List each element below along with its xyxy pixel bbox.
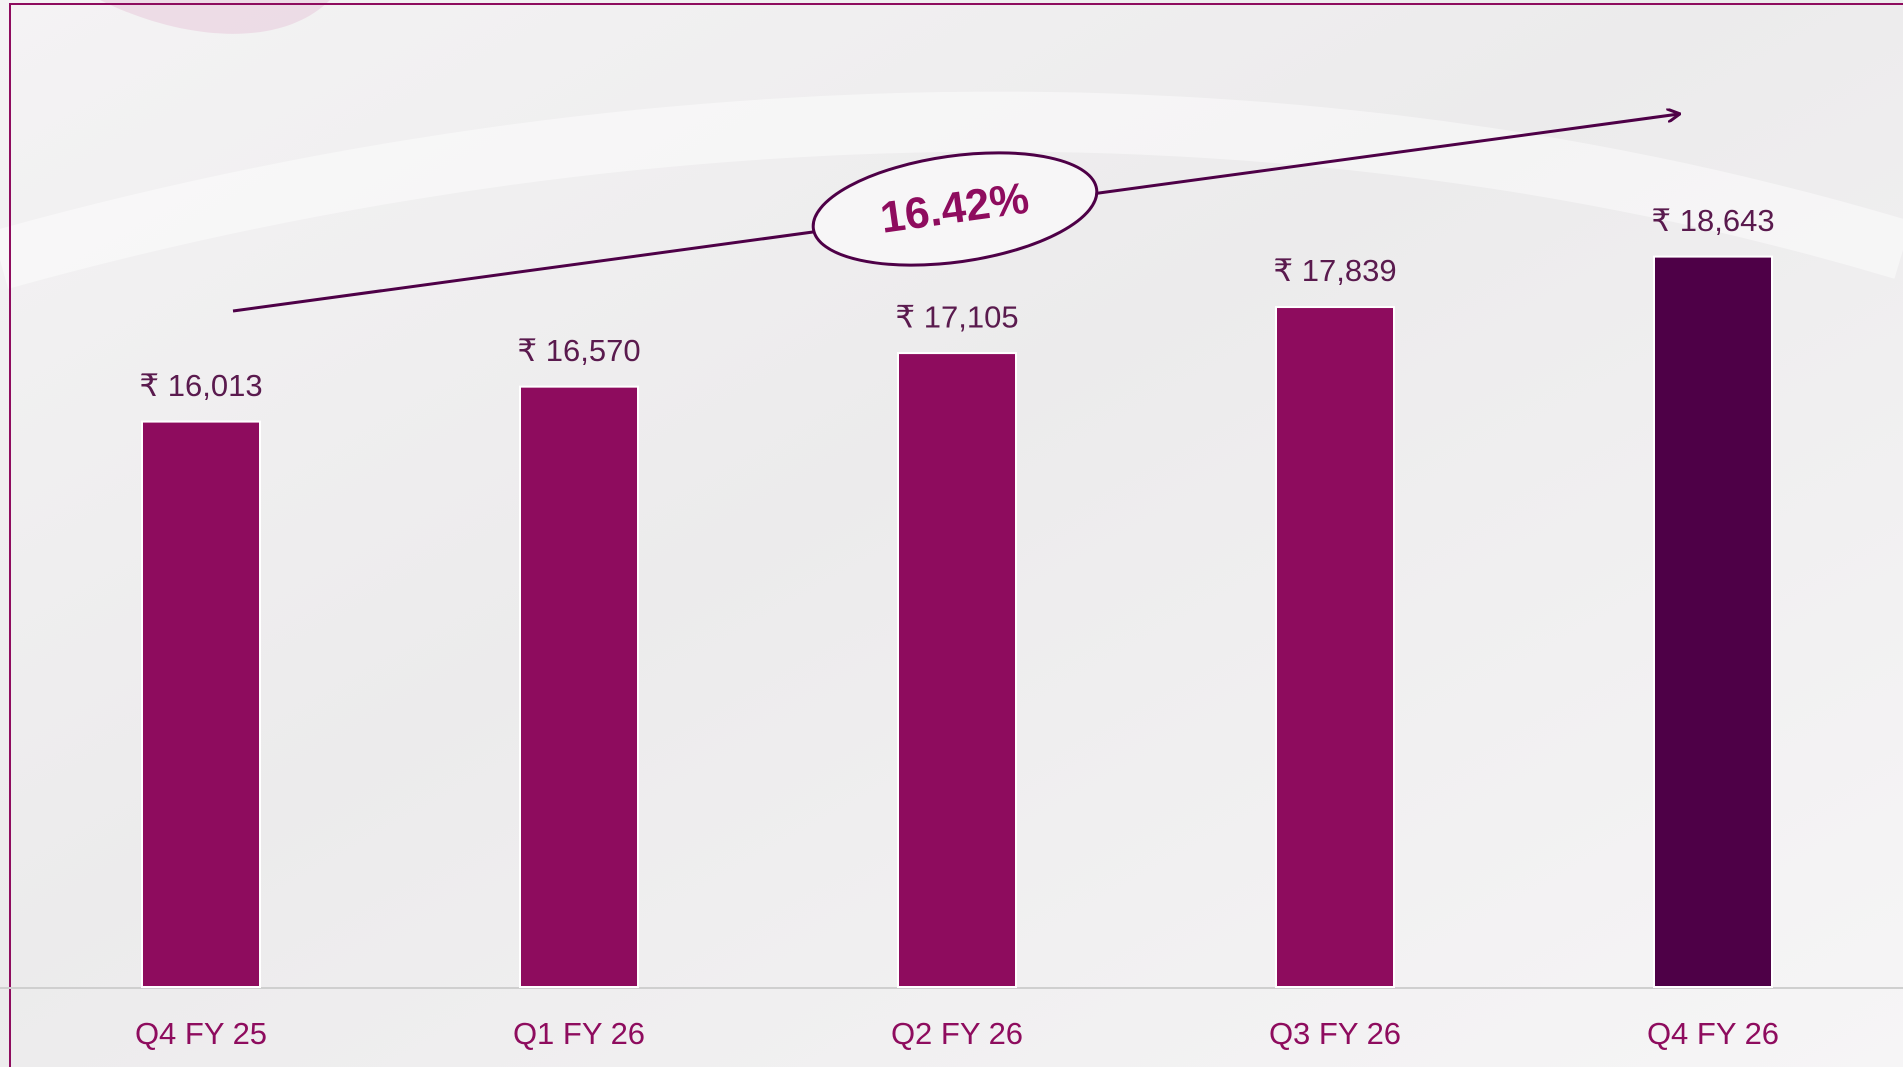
x-tick-label: Q3 FY 26	[1269, 1016, 1401, 1051]
value-label: ₹ 16,570	[517, 333, 640, 368]
bar	[519, 385, 639, 988]
background-wave	[0, 91, 1903, 289]
bar	[1275, 306, 1395, 988]
bar	[1653, 255, 1773, 988]
x-tick-label: Q1 FY 26	[513, 1016, 645, 1051]
value-label: ₹ 16,013	[139, 368, 262, 403]
bar	[141, 420, 261, 988]
value-label: ₹ 18,643	[1651, 203, 1774, 238]
annotation-ellipse	[811, 151, 1099, 267]
x-tick-label: Q4 FY 26	[1647, 1016, 1779, 1051]
bar	[897, 352, 1017, 989]
x-tick-label: Q4 FY 25	[135, 1016, 267, 1051]
value-label: ₹ 17,105	[895, 299, 1018, 334]
frame	[9, 3, 1903, 1067]
value-label: ₹ 17,839	[1273, 253, 1396, 288]
background-blob	[100, 0, 330, 34]
x-tick-label: Q2 FY 26	[891, 1016, 1023, 1051]
